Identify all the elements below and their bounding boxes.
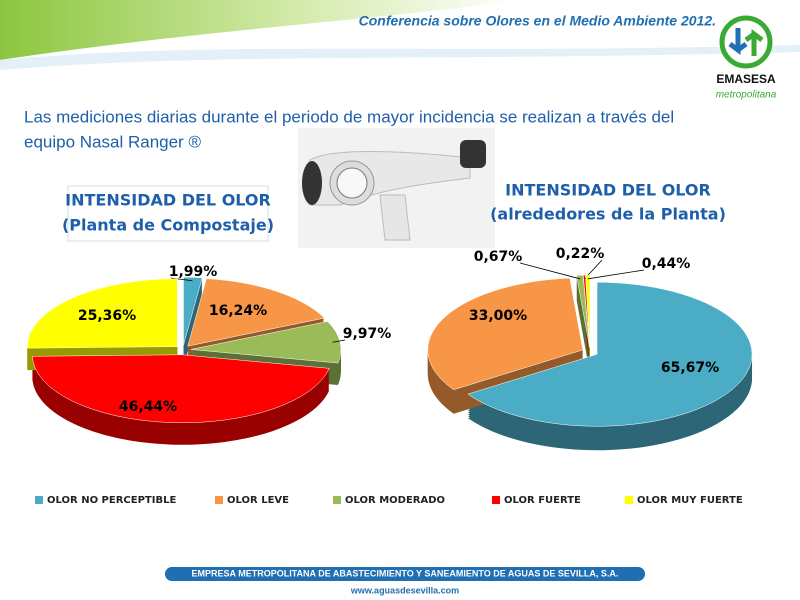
- slice-side: [576, 279, 590, 352]
- value-label: 46,44%: [119, 399, 177, 415]
- slice-side: [576, 283, 590, 356]
- legend-label: OLOR MUY FUERTE: [637, 495, 743, 506]
- logo-text: EMASESA: [716, 72, 776, 86]
- legend-label: OLOR LEVE: [227, 495, 289, 506]
- value-label: 0,44%: [642, 256, 691, 272]
- slice: [32, 354, 330, 424]
- body-text: Las mediciones diarias durante el period…: [24, 107, 674, 126]
- charts: 1,99% 16,24% 9,97% 46,44% 25,36% 65,67% 33,00%…: [27, 246, 753, 451]
- slice-side: [576, 281, 590, 354]
- header-swoosh: [0, 0, 520, 60]
- slice-side: [576, 287, 590, 360]
- legend-label: OLOR FUERTE: [504, 495, 581, 506]
- value-label: 1,99%: [169, 264, 218, 280]
- slice: [585, 274, 591, 348]
- slice-side: [576, 297, 590, 370]
- footer-band: [165, 567, 645, 581]
- chart-subtitle: (alrededores de la Planta): [490, 205, 726, 224]
- legend-swatch: [333, 496, 341, 504]
- header-wave: [0, 45, 800, 70]
- chart-title-box: [67, 185, 269, 242]
- legend-swatch: [625, 496, 633, 504]
- value-label: 16,24%: [209, 303, 267, 319]
- logo: [719, 15, 773, 69]
- slice: [467, 282, 753, 427]
- device-image: [298, 128, 495, 248]
- chart-title: INTENSIDAD DEL OLOR: [505, 181, 711, 200]
- legend-swatch: [215, 496, 223, 504]
- legend: OLOR NO PERCEPTIBLE OLOR LEVE OLOR MODERAD…: [35, 495, 743, 506]
- slice-side: [576, 291, 590, 364]
- body-text: equipo Nasal Ranger ®: [24, 132, 201, 151]
- value-label: 0,22%: [556, 246, 605, 262]
- slice-side: [576, 295, 590, 368]
- legend-label: OLOR MODERADO: [345, 495, 445, 506]
- slice-side: [576, 299, 590, 372]
- value-label: 25,36%: [78, 308, 136, 324]
- leader-line: [587, 269, 645, 280]
- slice-side: [576, 293, 590, 366]
- value-label: 65,67%: [661, 360, 719, 376]
- value-label: 9,97%: [343, 326, 392, 342]
- footer-company: EMPRESA METROPOLITANA DE ABASTECIMIENTO …: [192, 568, 619, 578]
- legend-swatch: [35, 496, 43, 504]
- value-label: 0,67%: [474, 249, 523, 265]
- chart-title: INTENSIDAD DEL OLOR: [65, 191, 271, 210]
- legend-swatch: [492, 496, 500, 504]
- slice-side: [576, 285, 590, 358]
- slice: [427, 277, 584, 391]
- logo-subtext: metropolitana: [716, 90, 777, 101]
- slice: [190, 321, 342, 364]
- header-title: Conferencia sobre Olores en el Medio Amb…: [359, 13, 716, 29]
- leader-line: [332, 339, 346, 343]
- slice-side: [576, 289, 590, 362]
- slice: [187, 278, 325, 347]
- legend-label: OLOR NO PERCEPTIBLE: [47, 495, 176, 506]
- chart-subtitle: (Planta de Compostaje): [62, 216, 274, 235]
- slice: [183, 276, 203, 346]
- footer-url: www.aguasdesevilla.com: [350, 585, 459, 595]
- value-label: 33,00%: [469, 308, 527, 324]
- slice: [27, 278, 178, 349]
- leader-line: [519, 262, 581, 280]
